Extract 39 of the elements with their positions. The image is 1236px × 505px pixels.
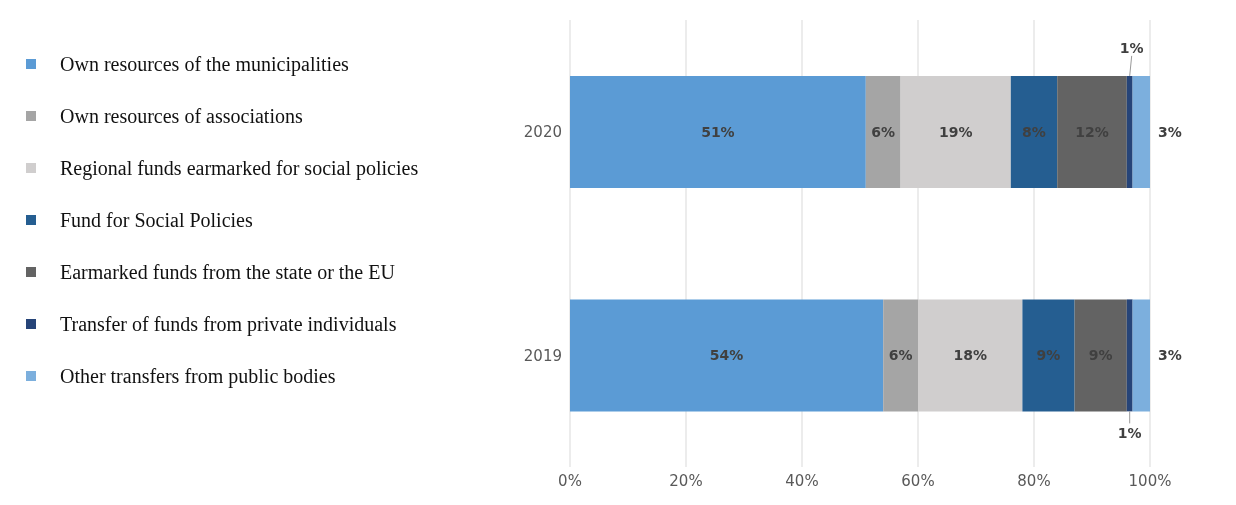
bar — [1132, 75, 1150, 188]
bar — [865, 75, 901, 188]
data-label: 54% — [709, 347, 744, 364]
legend-label: Other transfers from public bodies — [60, 365, 337, 388]
y-tick-label: 2020 — [523, 123, 562, 142]
legend-label: Fund for Social Policies — [60, 209, 254, 232]
data-label: 8% — [1022, 123, 1046, 140]
bar — [1132, 299, 1150, 412]
data-label: 6% — [871, 123, 896, 140]
bar — [1057, 75, 1127, 188]
legend-label: Own resources of the municipalities — [60, 53, 350, 76]
bar — [570, 299, 884, 412]
y-tick-label: 2019 — [523, 346, 562, 365]
legend-label: Regional funds earmarked for social policies — [60, 157, 420, 180]
bar — [1126, 299, 1133, 412]
x-tick-label: 60% — [901, 471, 935, 490]
x-tick-label: 40% — [785, 471, 819, 490]
x-tick-label: 100% — [1128, 471, 1172, 490]
bar — [1126, 75, 1133, 188]
data-label: 6% — [888, 347, 913, 364]
bar — [883, 299, 918, 412]
bar — [570, 75, 866, 188]
x-tick-label: 80% — [1017, 471, 1051, 490]
data-label: 18% — [953, 347, 987, 364]
data-label: 19% — [938, 123, 973, 140]
data-label: 9% — [1036, 347, 1061, 364]
x-tick-label: 0% — [558, 471, 582, 490]
legend-label: Earmarked funds from the state or the EU — [60, 261, 396, 284]
legend-label: Transfer of funds from private individuals — [60, 313, 398, 336]
legend-label: Own resources of associations — [60, 105, 304, 128]
data-label: 1% — [1117, 425, 1142, 442]
data-label: 3% — [1158, 347, 1182, 364]
bar — [1022, 299, 1075, 412]
data-label: 3% — [1158, 123, 1182, 140]
data-label: 51% — [701, 123, 735, 140]
x-tick-label: 20% — [669, 471, 703, 490]
bar — [1010, 75, 1058, 188]
bar — [1074, 299, 1127, 412]
data-label: 1% — [1119, 39, 1144, 56]
